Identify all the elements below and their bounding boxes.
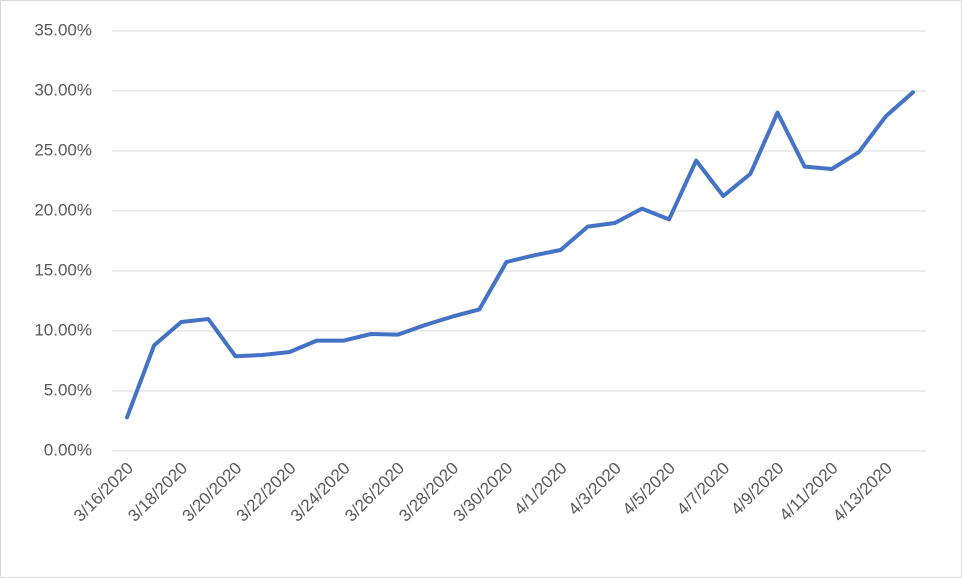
y-tick-label: 25.00%	[34, 140, 92, 159]
y-tick-label: 5.00%	[44, 380, 92, 399]
y-tick-label: 0.00%	[44, 440, 92, 459]
y-tick-label: 30.00%	[34, 80, 92, 99]
y-tick-label: 20.00%	[34, 200, 92, 219]
y-tick-label: 35.00%	[34, 20, 92, 39]
y-tick-label: 15.00%	[34, 260, 92, 279]
data-line	[125, 90, 915, 420]
y-tick-label: 10.00%	[34, 320, 92, 339]
